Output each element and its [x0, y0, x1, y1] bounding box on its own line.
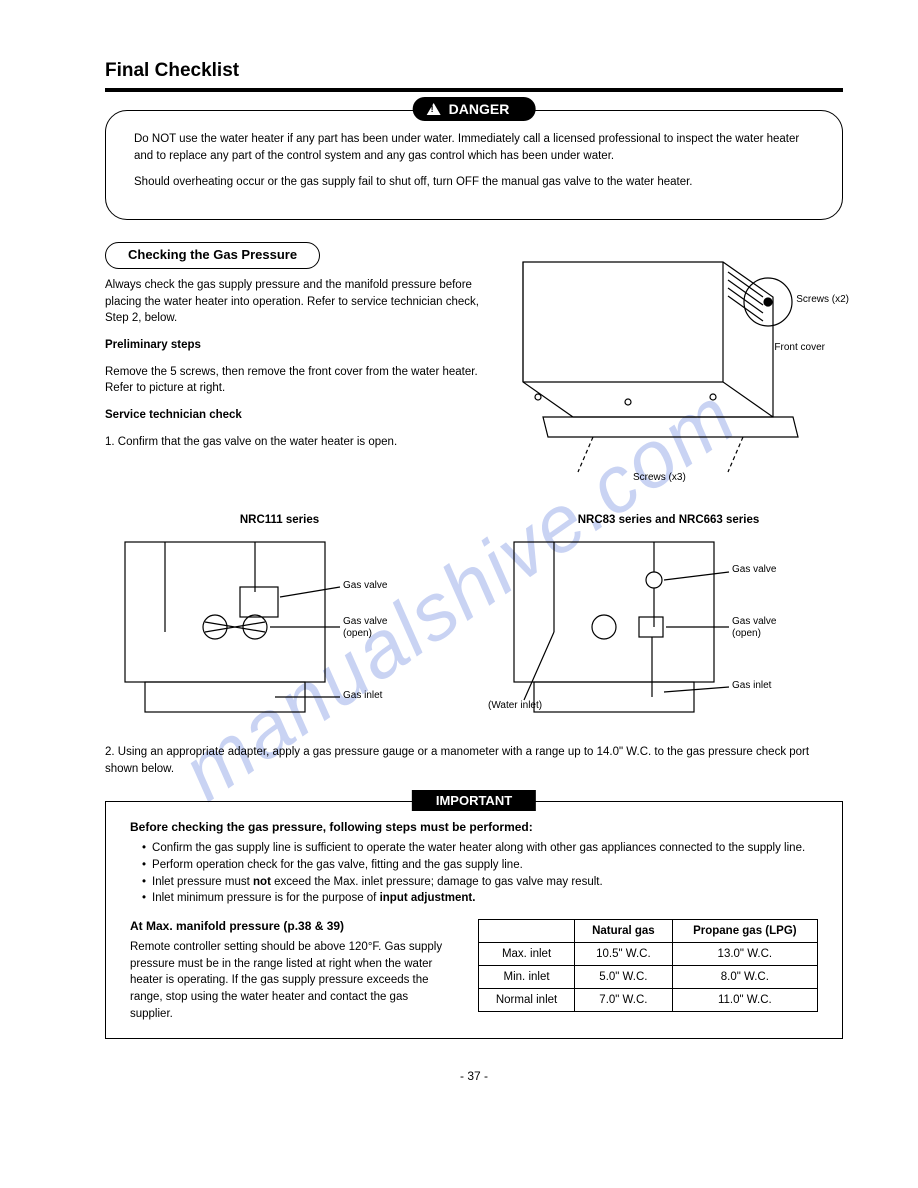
important-heading-2: At Max. manifold pressure (p.38 & 39) — [130, 919, 448, 933]
important-label: IMPORTANT — [412, 790, 536, 811]
label-gas-valve-open-right: Gas valve (open) — [732, 616, 802, 640]
table-cell: Min. inlet — [479, 966, 575, 989]
diagram-right-col: NRC83 series and NRC663 series — [494, 514, 843, 732]
label-gas-inlet-right: Gas inlet — [732, 680, 771, 692]
page-content: Final Checklist DANGER Do NOT use the wa… — [0, 0, 918, 1123]
heater-diagram: Screws (x2) Front cover Screws (x3) — [503, 242, 843, 492]
danger-label-text: DANGER — [449, 101, 510, 117]
danger-paragraph-1: Do NOT use the water heater if any part … — [134, 131, 814, 164]
important-bullet-2: Perform operation check for the gas valv… — [142, 857, 818, 874]
check-pressure-paragraph: Always check the gas supply pressure and… — [105, 277, 483, 327]
table-header-propane: Propane gas (LPG) — [672, 920, 817, 943]
important-bullet-4: Inlet minimum pressure is for the purpos… — [142, 890, 818, 907]
diagram-left-title: NRC111 series — [105, 514, 454, 526]
table-cell: 11.0" W.C. — [672, 989, 817, 1012]
heater-svg — [503, 242, 823, 492]
tech-heading: Service technician check — [105, 407, 483, 424]
table-cell: 5.0" W.C. — [575, 966, 673, 989]
diagram-left-col: NRC111 series — [105, 514, 454, 732]
table-cell: 13.0" W.C. — [672, 943, 817, 966]
danger-label: DANGER — [413, 97, 536, 121]
label-gas-valve-open-left: Gas valve (open) — [343, 616, 413, 640]
label-water-inlet: (Water inlet) — [488, 700, 542, 712]
prelim-heading: Preliminary steps — [105, 337, 483, 354]
label-gas-valve-right: Gas valve — [732, 564, 776, 576]
prelim-steps: Remove the 5 screws, then remove the fro… — [105, 364, 483, 397]
table-row: Max. inlet10.5" W.C.13.0" W.C. — [479, 943, 818, 966]
page-number: - 37 - — [105, 1069, 843, 1083]
label-gas-valve-left: Gas valve — [343, 580, 387, 592]
table-row: Normal inlet7.0" W.C.11.0" W.C. — [479, 989, 818, 1012]
important-heading-1: Before checking the gas pressure, follow… — [130, 820, 818, 834]
table-cell: 10.5" W.C. — [575, 943, 673, 966]
diagram-right-title: NRC83 series and NRC663 series — [494, 514, 843, 526]
danger-box: DANGER Do NOT use the water heater if an… — [105, 110, 843, 220]
important-left-paragraph: Remote controller setting should be abov… — [130, 939, 448, 1022]
table-cell: Max. inlet — [479, 943, 575, 966]
warning-triangle-icon — [427, 103, 441, 115]
danger-paragraph-2: Should overheating occur or the gas supp… — [134, 174, 814, 191]
important-bullet-1: Confirm the gas supply line is sufficien… — [142, 840, 818, 857]
fig-label-screws-top: Screws (x2) — [796, 294, 849, 306]
table-row: Min. inlet5.0" W.C.8.0" W.C. — [479, 966, 818, 989]
table-cell: Normal inlet — [479, 989, 575, 1012]
table-blank-header — [479, 920, 575, 943]
step-1: 1. Confirm that the gas valve on the wat… — [105, 434, 483, 451]
fig-label-screws-bottom: Screws (x3) — [633, 472, 686, 484]
important-bullet-3: Inlet pressure must not exceed the Max. … — [142, 874, 818, 891]
label-gas-inlet-left: Gas inlet — [343, 690, 382, 702]
page-title: Final Checklist — [105, 60, 843, 92]
step-2: 2. Using an appropriate adapter, apply a… — [105, 744, 843, 777]
pressure-table: Natural gas Propane gas (LPG) Max. inlet… — [478, 919, 818, 1012]
important-box: IMPORTANT Before checking the gas pressu… — [105, 801, 843, 1039]
table-cell: 8.0" W.C. — [672, 966, 817, 989]
table-cell: 7.0" W.C. — [575, 989, 673, 1012]
section-heading: Checking the Gas Pressure — [105, 242, 320, 269]
fig-label-front-cover: Front cover — [774, 342, 825, 354]
table-header-natural: Natural gas — [575, 920, 673, 943]
